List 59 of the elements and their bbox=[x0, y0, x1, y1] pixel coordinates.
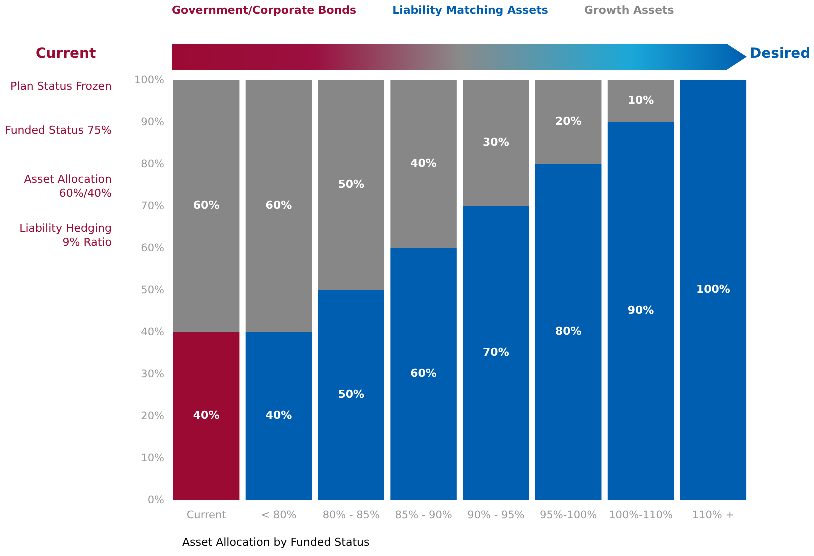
x-tick-label: 80% - 85% bbox=[322, 510, 380, 522]
text: Government/Corporate Bonds bbox=[172, 4, 357, 17]
data-label: 40% bbox=[266, 409, 292, 422]
bar bbox=[246, 80, 312, 332]
bar bbox=[173, 332, 240, 500]
text: Desired bbox=[750, 46, 811, 62]
bar bbox=[535, 164, 602, 500]
y-tick-label: 80% bbox=[141, 158, 165, 170]
data-label: 60% bbox=[410, 367, 437, 380]
data-label: 20% bbox=[555, 115, 582, 128]
x-tick-label: 110% + bbox=[692, 510, 735, 522]
text: Asset Allocation 60%/40% bbox=[23, 173, 112, 201]
bar bbox=[608, 122, 674, 500]
bar bbox=[318, 290, 385, 500]
y-tick-label: 10% bbox=[141, 452, 165, 464]
y-tick-label: 50% bbox=[141, 284, 165, 296]
bar bbox=[463, 80, 530, 206]
y-tick-label: 0% bbox=[148, 494, 165, 506]
data-label: 60% bbox=[193, 199, 220, 212]
bar bbox=[680, 80, 747, 500]
text: Current bbox=[36, 46, 96, 62]
data-label: 50% bbox=[338, 178, 365, 191]
y-tick-label: 20% bbox=[141, 410, 165, 422]
x-axis-title: Asset Allocation by Funded Status bbox=[182, 536, 370, 549]
text: Liability Hedging 9% Ratio bbox=[18, 222, 112, 250]
y-tick-label: 100% bbox=[134, 74, 165, 86]
text: Funded Status 75% bbox=[4, 124, 112, 138]
x-tick-label: 100%-110% bbox=[609, 510, 673, 522]
y-tick-label: 30% bbox=[141, 368, 165, 380]
text: Growth Assets bbox=[584, 4, 674, 17]
data-label: 10% bbox=[628, 94, 654, 107]
data-label: 100% bbox=[696, 283, 730, 296]
text: Plan Status Frozen bbox=[10, 80, 112, 94]
bar bbox=[608, 80, 674, 122]
data-label: 60% bbox=[266, 199, 292, 212]
y-tick-label: 90% bbox=[141, 116, 165, 128]
data-label: 40% bbox=[410, 157, 437, 170]
bar bbox=[390, 80, 457, 248]
x-tick-label: 90% - 95% bbox=[468, 510, 525, 522]
data-label: 70% bbox=[483, 346, 510, 359]
bar bbox=[246, 332, 312, 500]
x-tick-label: 85% - 90% bbox=[395, 510, 452, 522]
data-label: 50% bbox=[338, 388, 365, 401]
y-tick-label: 70% bbox=[141, 200, 165, 212]
y-tick-label: 40% bbox=[141, 326, 165, 338]
bar bbox=[463, 206, 530, 500]
bar bbox=[318, 80, 385, 290]
x-tick-label: < 80% bbox=[261, 510, 297, 522]
bar bbox=[535, 80, 602, 164]
text: Liability Matching Assets bbox=[392, 4, 548, 17]
x-tick-label: Current bbox=[186, 510, 226, 522]
data-label: 90% bbox=[628, 304, 654, 317]
bar bbox=[173, 80, 240, 332]
x-tick-label: 95%-100% bbox=[540, 510, 598, 522]
bar bbox=[390, 248, 457, 500]
data-label: 80% bbox=[555, 325, 582, 338]
data-label: 40% bbox=[193, 409, 220, 422]
data-label: 30% bbox=[483, 136, 510, 149]
y-tick-label: 60% bbox=[141, 242, 165, 254]
